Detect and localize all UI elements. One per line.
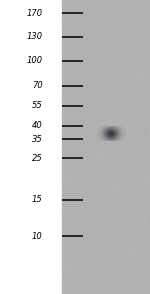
Text: 40: 40: [32, 121, 43, 130]
Text: 35: 35: [32, 135, 43, 143]
Text: 100: 100: [27, 56, 43, 65]
Bar: [0, 0, 62, 294]
Text: 15: 15: [32, 196, 43, 204]
Text: 130: 130: [27, 32, 43, 41]
Text: 25: 25: [32, 154, 43, 163]
Text: 170: 170: [27, 9, 43, 18]
Bar: [62, 0, 150, 294]
Text: 70: 70: [32, 81, 43, 90]
Text: 10: 10: [32, 232, 43, 240]
Text: 55: 55: [32, 101, 43, 110]
